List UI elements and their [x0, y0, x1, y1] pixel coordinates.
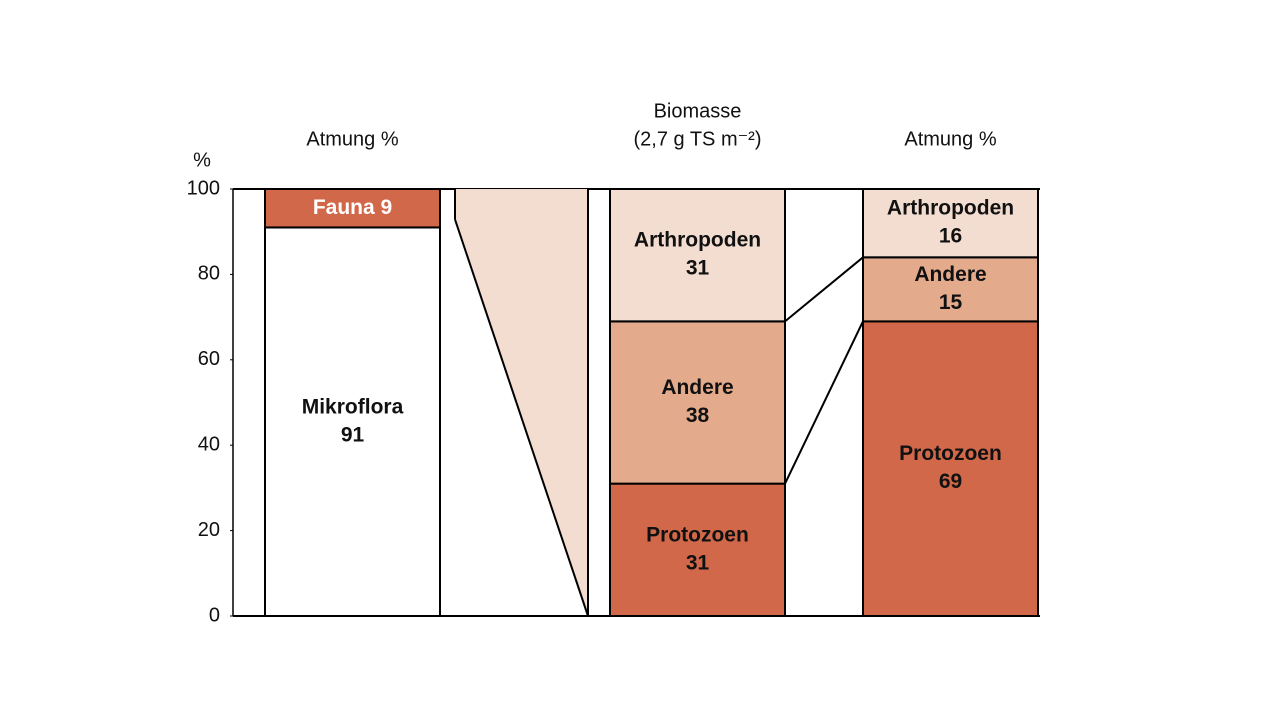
segment-value: 16 — [939, 225, 962, 248]
segment-value: 91 — [341, 423, 365, 446]
y-axis-label: % — [193, 149, 211, 171]
bar-segment — [609, 188, 786, 323]
segment-name: Andere — [661, 376, 733, 399]
y-tick-label: 0 — [209, 604, 220, 626]
column-title: (2,7 g TS m⁻²) — [634, 128, 762, 150]
segment-value: 69 — [939, 470, 962, 493]
y-tick-label: 80 — [198, 263, 220, 285]
column-title: Atmung % — [306, 128, 398, 150]
bar-segment — [862, 320, 1039, 617]
bar-segment — [264, 226, 441, 617]
connector — [784, 256, 864, 323]
bar-segment — [264, 188, 441, 229]
bar-segment — [609, 320, 786, 485]
segment-name: Protozoen — [646, 523, 749, 546]
bar-segment — [609, 482, 786, 617]
y-tick-label: 20 — [198, 519, 220, 541]
segment-name: Fauna — [313, 196, 375, 219]
segment-value: 9 — [381, 196, 393, 219]
segment-value: 15 — [939, 291, 963, 314]
y-tick-label: 100 — [187, 177, 220, 199]
segment-value: 31 — [686, 551, 710, 574]
segment-value: 31 — [686, 257, 710, 280]
segment-name: Arthropoden — [634, 229, 761, 252]
segment-name: Arthropoden — [887, 197, 1014, 220]
segment-value: 38 — [686, 404, 710, 427]
column-title: Biomasse — [654, 100, 742, 122]
wedge-edge — [454, 219, 589, 617]
segment-name: Protozoen — [899, 442, 1002, 465]
column-title: Atmung % — [904, 128, 996, 150]
segment-name: Andere — [914, 263, 986, 286]
y-tick-label: 60 — [198, 348, 220, 370]
segment-name: Mikroflora — [302, 395, 404, 418]
expansion-wedge — [455, 189, 588, 616]
connector — [784, 320, 864, 485]
segment-label: Fauna 9 — [313, 196, 392, 219]
y-tick-label: 40 — [198, 433, 220, 455]
bar-segment — [862, 188, 1039, 259]
